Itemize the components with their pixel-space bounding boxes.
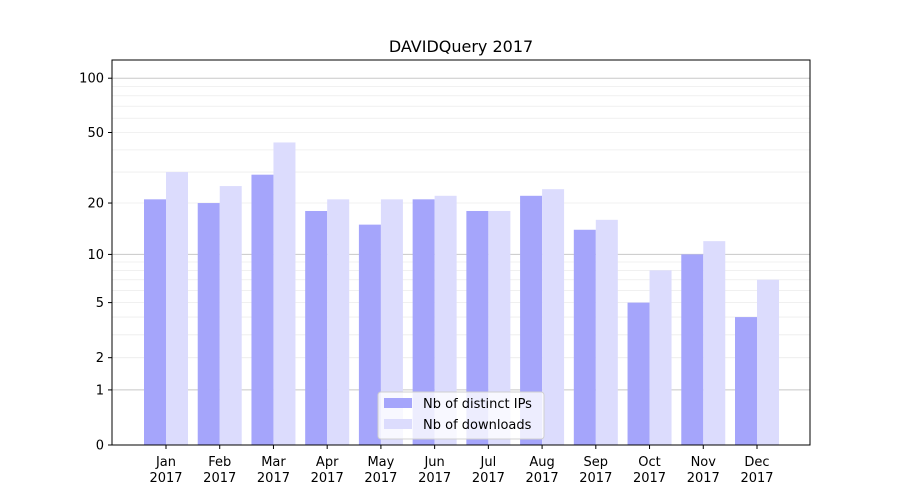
y-tick-label: 50 (87, 126, 104, 141)
bar-distinct-ips (144, 199, 166, 445)
bar-downloads (166, 172, 188, 445)
bar-downloads (757, 279, 779, 445)
x-tick-label: Feb 2017 (203, 455, 236, 486)
bar-downloads (380, 199, 403, 445)
legend-swatch (384, 398, 412, 408)
bar-distinct-ips (466, 210, 489, 445)
legend-swatch (384, 419, 412, 429)
x-tick-label: Mar 2017 (257, 455, 290, 486)
bar-distinct-ips (197, 203, 220, 445)
y-tick-label: 2 (96, 351, 104, 366)
bar-downloads (703, 241, 726, 445)
x-tick-label: Nov 2017 (687, 455, 720, 486)
bar-downloads (219, 186, 242, 445)
x-tick-label: Sep 2017 (579, 455, 612, 486)
y-tick-label: 5 (96, 296, 104, 311)
x-tick-label: Jan 2017 (149, 455, 182, 486)
bar-distinct-ips (627, 302, 650, 445)
bar-downloads (649, 270, 672, 445)
y-tick-label: 100 (79, 72, 104, 87)
bar-distinct-ips (520, 195, 543, 445)
legend-label: Nb of distinct IPs (423, 397, 532, 412)
y-tick-label: 0 (96, 439, 104, 454)
x-tick-label: Jul 2017 (472, 455, 505, 486)
x-tick-label: Dec 2017 (740, 455, 773, 486)
y-tick-label: 1 (96, 383, 104, 398)
bar-distinct-ips (358, 224, 381, 445)
plot-frame (111, 59, 811, 446)
x-tick-label: Aug 2017 (526, 455, 559, 486)
bar-downloads (488, 210, 511, 445)
x-tick-label: May 2017 (364, 455, 397, 486)
x-tick-label: Oct 2017 (633, 455, 666, 486)
chart-title: DAVIDQuery 2017 (389, 37, 533, 56)
bar-downloads (434, 195, 457, 445)
bar-downloads (542, 189, 565, 445)
legend: Nb of distinct IPs Nb of downloads (377, 391, 545, 440)
bar-downloads (595, 219, 618, 445)
bar-downloads (273, 142, 296, 445)
bar-distinct-ips (735, 317, 757, 445)
x-tick-label: Jun 2017 (418, 455, 451, 486)
legend-label: Nb of downloads (423, 418, 532, 433)
bar-distinct-ips (573, 229, 596, 445)
bar-distinct-ips (681, 254, 704, 445)
y-tick-label: 10 (87, 248, 104, 263)
bar-distinct-ips (251, 174, 274, 445)
bar-downloads (327, 199, 350, 445)
bar-distinct-ips (305, 210, 328, 445)
bar-distinct-ips (412, 199, 435, 445)
legend-box (377, 391, 545, 440)
x-tick-label: Apr 2017 (311, 455, 344, 486)
y-tick-label: 20 (87, 197, 104, 212)
